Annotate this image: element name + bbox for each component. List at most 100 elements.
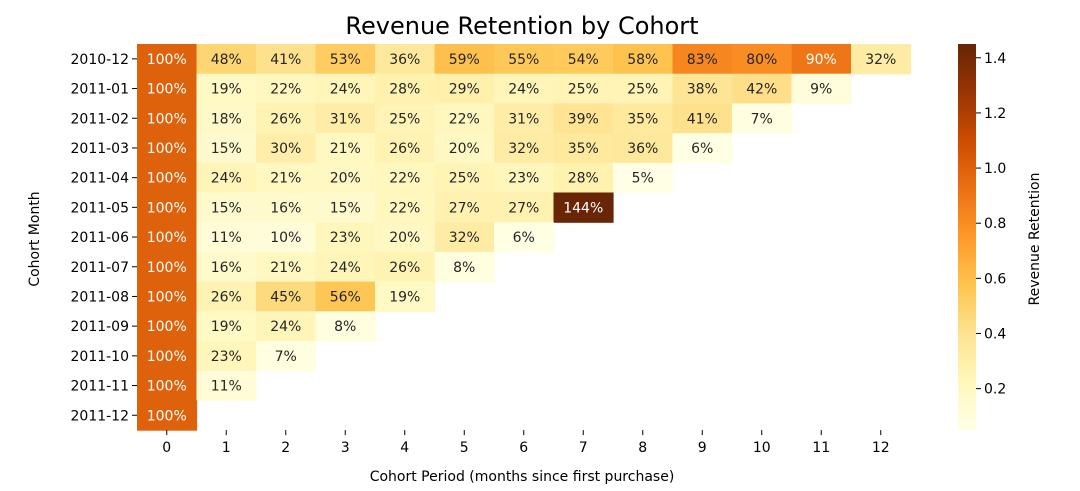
- heatmap-cell: [434, 162, 495, 194]
- heatmap-cell: [434, 44, 495, 75]
- cell-annotation: 24%: [330, 82, 361, 98]
- cell-annotation: 100%: [147, 379, 187, 395]
- heatmap-cell: [375, 222, 436, 253]
- heatmap-cell: [256, 133, 317, 164]
- x-axis-label: Cohort Period (months since first purcha…: [370, 469, 675, 485]
- cell-annotation: 32%: [508, 141, 539, 157]
- cell-annotation: 24%: [270, 319, 301, 335]
- y-tick-label: 2011-10: [71, 349, 130, 365]
- x-tick-label: 6: [519, 440, 528, 456]
- cell-annotation: 22%: [270, 82, 301, 98]
- heatmap-cell: [315, 222, 376, 253]
- cell-annotation: 26%: [389, 141, 420, 157]
- colorbar-tick-label: 0.8: [984, 216, 1006, 232]
- y-tick-label: 2011-12: [71, 408, 130, 424]
- colorbar-tick-label: 0.4: [984, 327, 1006, 343]
- cell-annotation: 22%: [389, 171, 420, 187]
- colorbar-label: Revenue Retention: [1027, 173, 1043, 306]
- cell-annotation: 23%: [211, 349, 242, 365]
- heatmap-cell: [553, 44, 614, 75]
- cell-annotation: 28%: [389, 82, 420, 98]
- x-tick-label: 5: [460, 440, 469, 456]
- cell-annotation: 27%: [508, 200, 539, 216]
- cell-annotation: 6%: [691, 141, 713, 157]
- heatmap-cell: [613, 103, 674, 134]
- heatmap-cell: [256, 192, 317, 223]
- heatmap-cell: [434, 73, 495, 104]
- heatmap-cell: [315, 192, 376, 223]
- heatmap-cell: [196, 44, 257, 75]
- heatmap-cell: [672, 133, 733, 164]
- cell-annotation: 25%: [627, 82, 658, 98]
- cell-annotation: 20%: [389, 230, 420, 246]
- cell-annotation: 25%: [568, 82, 599, 98]
- cell-annotation: 23%: [330, 230, 361, 246]
- cell-annotation: 21%: [330, 141, 361, 157]
- cell-annotation: 7%: [275, 349, 297, 365]
- cell-annotation: 48%: [211, 52, 242, 68]
- cell-annotation: 21%: [270, 171, 301, 187]
- cell-annotation: 24%: [330, 260, 361, 276]
- cell-annotation: 36%: [389, 52, 420, 68]
- x-tick-label: 11: [812, 440, 830, 456]
- cell-annotation: 7%: [751, 111, 773, 127]
- heatmap-cell: [256, 162, 317, 194]
- colorbar-tick-label: 1.4: [984, 51, 1006, 67]
- chart-title: Revenue Retention by Cohort: [345, 12, 698, 40]
- colorbar-tick-label: 1.2: [984, 106, 1006, 122]
- cell-annotation: 32%: [865, 52, 896, 68]
- heatmap-cell: [196, 341, 257, 372]
- heatmap-cell: [315, 281, 376, 312]
- cell-annotation: 22%: [449, 111, 480, 127]
- y-tick-label: 2011-07: [71, 260, 130, 276]
- cell-annotation: 26%: [270, 111, 301, 127]
- cell-annotation: 9%: [810, 82, 832, 98]
- cell-annotation: 32%: [449, 230, 480, 246]
- heatmap-cell: [434, 251, 495, 283]
- heatmap-cell: [553, 103, 614, 134]
- cell-annotation: 144%: [563, 200, 603, 216]
- x-tick-label: 2: [281, 440, 290, 456]
- heatmap-cell: [434, 192, 495, 223]
- heatmap-cell: [137, 73, 198, 104]
- cell-annotation: 90%: [806, 52, 837, 68]
- cell-annotation: 100%: [147, 408, 187, 424]
- heatmap-cell: [196, 162, 257, 194]
- y-tick-label: 2011-11: [71, 379, 130, 395]
- cell-annotation: 100%: [147, 111, 187, 127]
- cell-annotations: 100% 48% 41% 53% 36% 59% 55% 54% 58% 83% 80% 90% 32%…: [147, 52, 897, 424]
- cell-annotation: 23%: [508, 171, 539, 187]
- cell-annotation: 80%: [746, 52, 777, 68]
- cell-annotation: 15%: [330, 200, 361, 216]
- cell-annotation: 100%: [147, 171, 187, 187]
- cell-annotation: 59%: [449, 52, 480, 68]
- cell-annotation: 56%: [330, 289, 361, 305]
- heatmap-cell: [672, 44, 733, 75]
- y-tick-label: 2011-06: [71, 230, 130, 246]
- y-tick-label: 2011-04: [71, 171, 130, 187]
- heatmap-cell: [375, 44, 436, 75]
- heatmap-cell: [137, 251, 198, 283]
- cell-annotation: 25%: [389, 111, 420, 127]
- heatmap-cell: [196, 73, 257, 104]
- heatmap-cell: [256, 44, 317, 75]
- heatmap-cell: [851, 44, 912, 75]
- y-tick-label: 2011-09: [71, 319, 130, 335]
- heatmap-cell: [434, 103, 495, 134]
- heatmap-cell: [375, 192, 436, 223]
- heatmap-cell: [256, 281, 317, 312]
- heatmap-cell: [494, 103, 555, 134]
- heatmap-cell: [375, 103, 436, 134]
- colorbar-tick-label: 1.0: [984, 161, 1006, 177]
- cell-annotation: 100%: [147, 82, 187, 98]
- cell-annotation: 22%: [389, 200, 420, 216]
- heatmap-cell: [375, 281, 436, 312]
- heatmap-cell: [375, 251, 436, 283]
- cell-annotation: 31%: [508, 111, 539, 127]
- x-tick-label: 10: [753, 440, 771, 456]
- heatmap-cell: [196, 311, 257, 342]
- cell-annotation: 55%: [508, 52, 539, 68]
- colorbar-tick-label: 0.2: [984, 382, 1006, 398]
- cell-annotation: 100%: [147, 200, 187, 216]
- cell-annotation: 8%: [453, 260, 475, 276]
